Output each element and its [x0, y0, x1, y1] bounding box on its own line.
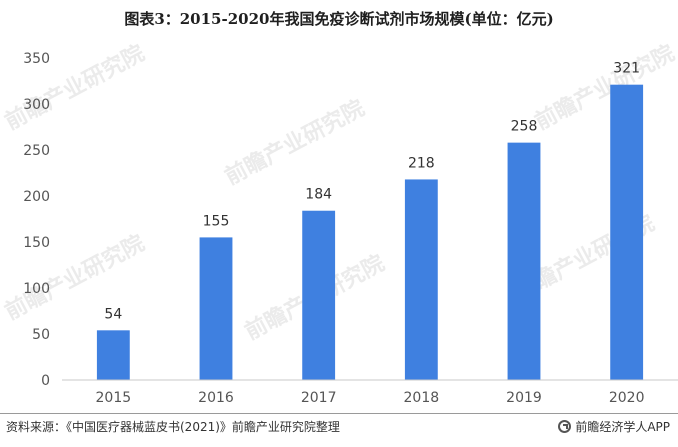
y-tick-label: 150 [23, 235, 50, 251]
bar [96, 330, 130, 380]
x-tick-label: 2018 [404, 390, 440, 406]
watermark-text: 前瞻产业研究院 [221, 95, 369, 190]
x-tick-label: 2015 [96, 390, 132, 406]
y-tick-label: 200 [23, 189, 50, 205]
chart-title: 图表3：2015-2020年我国免疫诊断试剂市场规模(单位：亿元) [124, 10, 554, 28]
brand-mark: 前瞻经济学人APP [558, 418, 670, 435]
x-tick-label: 2016 [198, 390, 234, 406]
y-tick-label: 50 [32, 327, 50, 343]
x-tick-label: 2017 [301, 390, 337, 406]
bar [404, 179, 438, 380]
y-axis: 0 50 100 150 200 250 300 350 [23, 51, 50, 389]
source-note: 资料来源：《中国医疗器械蓝皮书(2021)》前瞻产业研究院整理 [6, 420, 340, 434]
bar [302, 210, 336, 380]
y-tick-label: 300 [23, 97, 50, 113]
bars: 54 155 184 218 258 321 [96, 61, 644, 381]
data-label: 54 [104, 306, 122, 322]
bar [610, 84, 644, 381]
x-tick-label: 2019 [506, 390, 542, 406]
data-label: 184 [305, 187, 332, 203]
x-axis: 2015 2016 2017 2018 2019 2020 [62, 379, 678, 406]
brand-name: 前瞻经济学人APP [575, 420, 670, 434]
data-label: 258 [511, 119, 538, 135]
y-tick-label: 350 [23, 51, 50, 67]
bar [507, 142, 541, 380]
y-tick-label: 100 [23, 281, 50, 297]
bar [199, 237, 233, 380]
y-tick-label: 0 [41, 373, 50, 389]
data-label: 155 [203, 213, 230, 229]
watermarks: 前瞻产业研究院 前瞻产业研究院 前瞻产业研究院 前瞻产业研究院 前瞻产业研究院 … [1, 40, 678, 345]
data-label: 321 [613, 61, 640, 77]
x-tick-label: 2020 [609, 390, 645, 406]
watermark-text: 前瞻产业研究院 [531, 40, 678, 135]
y-tick-label: 250 [23, 143, 50, 159]
data-label: 218 [408, 155, 435, 171]
footer-divider [0, 413, 678, 414]
brand-logo-icon [558, 420, 572, 433]
